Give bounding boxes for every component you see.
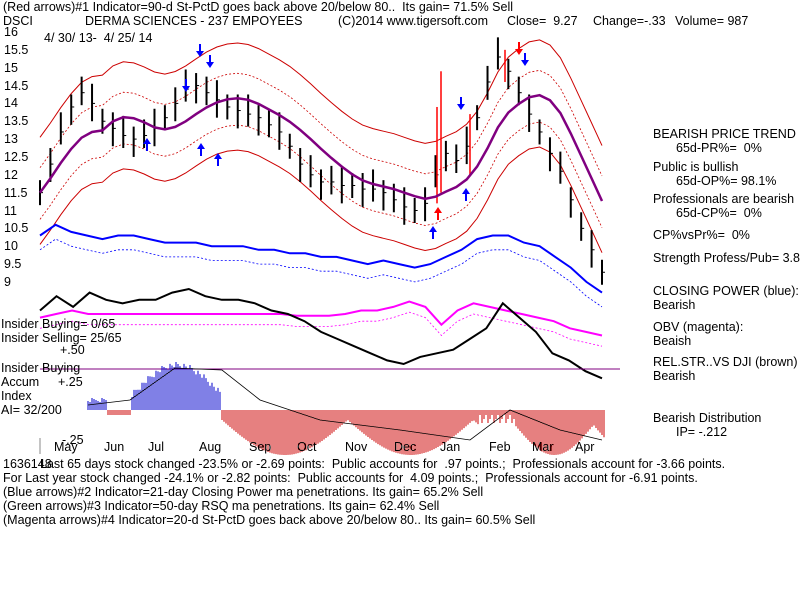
closing-power-line [39, 223, 603, 294]
y-tick-label: 11.5 [4, 185, 28, 200]
y-tick-label: 15.5 [4, 42, 29, 57]
blue-arrow-down [196, 44, 204, 57]
x-tick-label: Mar [532, 440, 554, 454]
change-value: Change=-.33 [593, 14, 666, 28]
trend-title: BEARISH PRICE TREND [653, 127, 796, 141]
x-tick-label: Aug [199, 440, 222, 454]
strength-ratio: Strength Profess/Pub= 3.8 [653, 251, 800, 265]
footer-last-65-days: Last 65 days stock changed -23.5% or -2.… [40, 457, 726, 471]
close-value: Close= 9.27 [507, 14, 578, 28]
relstr-title: REL.STR..VS DJI (brown) [653, 355, 798, 369]
footer-green-arrows: (Green arrows)#3 Indicator=50-day RSQ ma… [3, 499, 440, 513]
accum-plus50-label: +.50 [60, 343, 85, 357]
op-pct: 65d-OP%= 98.1% [676, 174, 777, 188]
x-tick-label: Feb [489, 440, 511, 454]
cp-vs-pr: CP%vsPr%= 0% [653, 228, 750, 242]
y-tick-label: 15 [4, 60, 18, 75]
blue-arrow-up [429, 226, 437, 239]
blue-arrow-down [182, 79, 190, 92]
red-arrow-down [515, 42, 523, 55]
price-ma-line [38, 93, 604, 202]
relstr-value: Bearish [653, 369, 696, 383]
y-tick-label: 13.5 [4, 114, 29, 129]
footer-magenta-arrows: (Magenta arrows)#4 Indicator=20-d St-Pct… [3, 513, 536, 527]
x-tick-label: Nov [345, 440, 368, 454]
cp-pct: 65d-CP%= 0% [676, 206, 762, 220]
y-tick-label: 12 [4, 167, 18, 182]
blue-arrow-down [457, 97, 465, 110]
distribution-title: Bearish Distribution [653, 411, 762, 425]
relstr-line [39, 287, 603, 380]
footer-blue-arrows: (Blue arrows)#2 Indicator=21-day Closing… [3, 485, 484, 499]
accum-index-ma-line [87, 367, 603, 441]
y-tick-label: 10.5 [4, 221, 29, 236]
blue-arrow-down [206, 55, 214, 68]
lower-band-line [39, 146, 603, 253]
blue-arrow-down [521, 53, 529, 66]
insider-buying-label: Insider Buying [1, 361, 81, 375]
ticker-label: DSCI [3, 14, 33, 28]
prof-title: Professionals are bearish [653, 192, 795, 206]
y-tick-label: 9.5 [4, 257, 22, 272]
closing-power-ma-line [39, 238, 603, 308]
ip-value: IP= -.212 [676, 425, 728, 439]
insider-selling-count: Insider Selling= 25/65 [1, 331, 122, 345]
x-tick-label: Jan [440, 440, 461, 454]
accum-label: Accum [1, 375, 40, 389]
volume-value: Volume= 987 [675, 14, 749, 28]
footer-last-year: For Last year stock changed -24.1% or -2… [3, 471, 698, 485]
company-name: DERMA SCIENCES - 237 EMPOYEES [85, 14, 303, 28]
x-tick-label: Jul [148, 440, 164, 454]
y-tick-label: 13 [4, 132, 18, 147]
blue-arrow-up [143, 138, 151, 151]
y-tick-label: 12.5 [4, 149, 29, 164]
obv-title: OBV (magenta): [653, 320, 744, 334]
blue-arrow-up [462, 188, 470, 201]
x-tick-label: Dec [394, 440, 417, 454]
blue-arrow-up [214, 153, 222, 166]
upper-inner-band-line [39, 69, 603, 177]
pr-pct: 65d-PR%= 0% [676, 141, 762, 155]
y-tick-label: 11 [4, 203, 17, 218]
x-tick-label: Oct [297, 440, 317, 454]
red-arrow-up [434, 207, 442, 220]
x-tick-label: May [54, 440, 78, 454]
upper-band-line [39, 39, 603, 146]
x-tick-label: Sep [249, 440, 272, 454]
obv-value: Beaish [653, 334, 692, 348]
x-tick-label: Apr [575, 440, 595, 454]
y-tick-label: 9 [4, 274, 11, 289]
ai-label: AI= 32/200 [1, 403, 62, 417]
obv-ma-line [39, 311, 603, 347]
public-title: Public is bullish [653, 160, 739, 174]
blue-arrow-up [197, 143, 205, 156]
closing-power-title: CLOSING POWER (blue): [653, 284, 799, 298]
index-label: Index [1, 389, 32, 403]
accum-plus25-label: +.25 [58, 375, 83, 389]
footer-overlap-numbers: 1636148 [3, 457, 52, 471]
closing-power-value: Bearish [653, 298, 696, 312]
header-red-arrows-line: (Red arrows)#1 Indicator=90-d St-PctD go… [3, 0, 514, 14]
y-tick-label: 14 [4, 96, 18, 111]
obv-line [39, 300, 603, 337]
y-tick-label: 10 [4, 239, 18, 254]
accum-minus25-label: -.25 [62, 433, 84, 447]
copyright: (C)2014 www.tigersoft.com [338, 14, 489, 28]
x-tick-label: Jun [104, 440, 125, 454]
insider-buying-count: Insider Buying= 0/65 [1, 317, 116, 331]
y-tick-label: 16 [4, 25, 18, 39]
date-range: 4/ 30/ 13- 4/ 25/ 14 [44, 31, 153, 45]
y-tick-label: 14.5 [4, 78, 29, 93]
